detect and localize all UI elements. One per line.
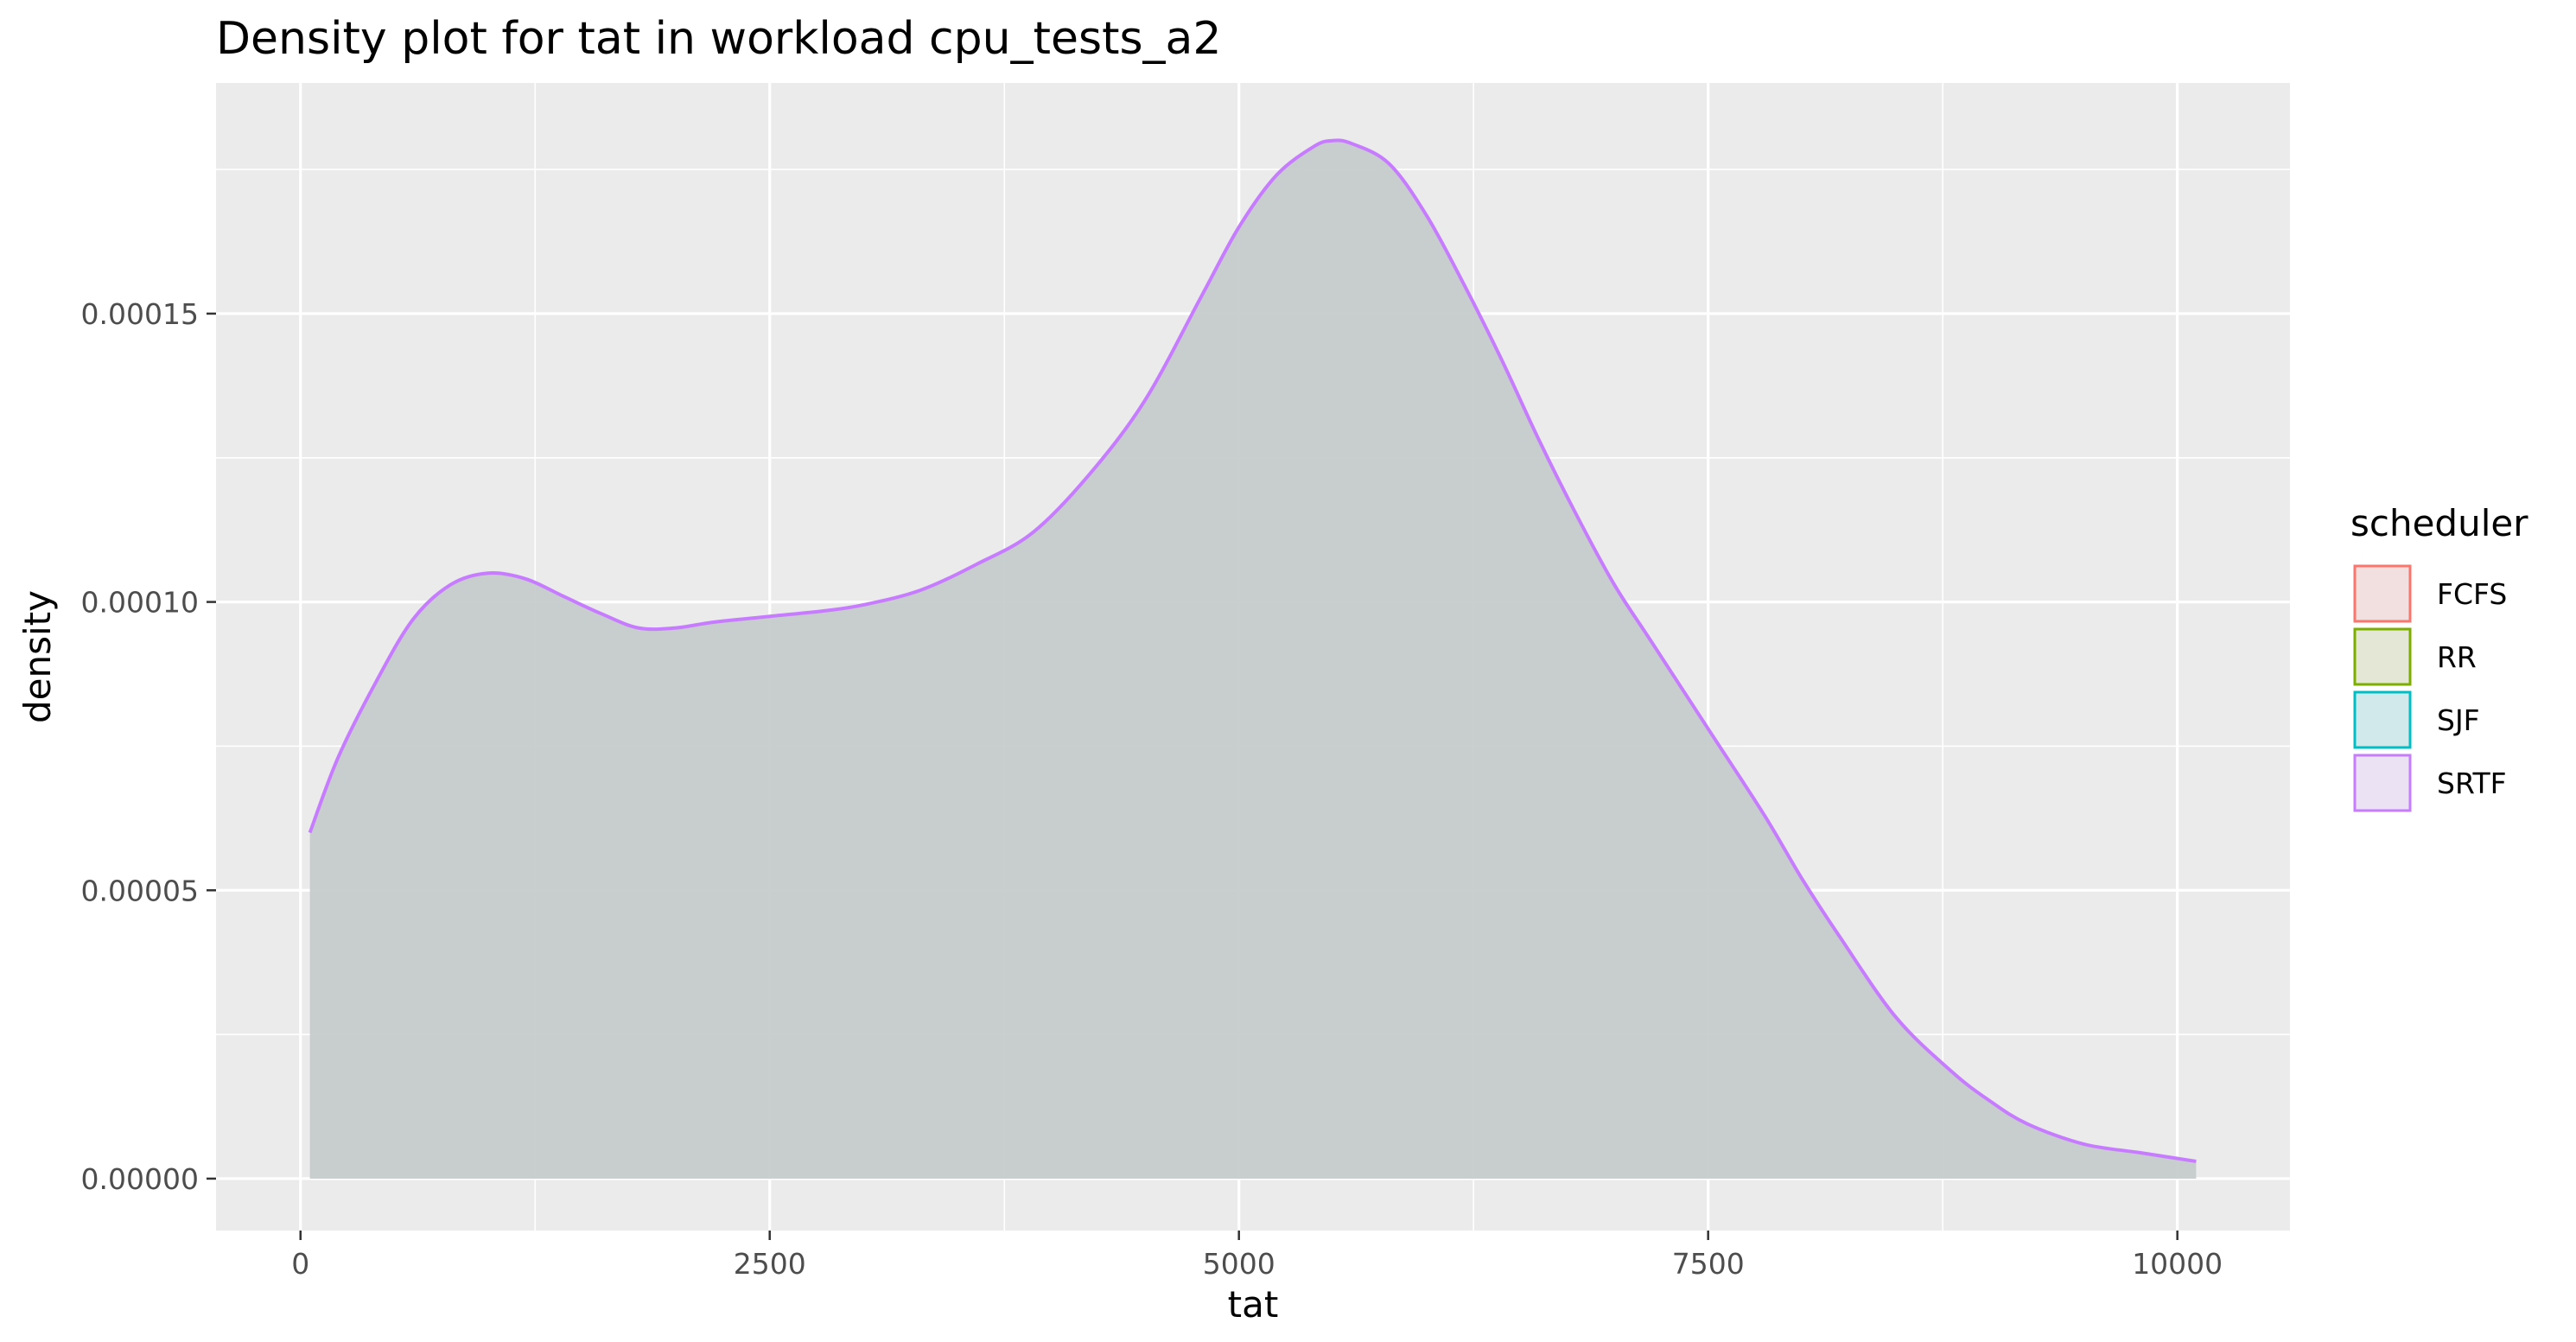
legend-key-srtf [2353,754,2412,812]
y-axis: 0.00000 0.00005 0.00010 0.00015 [81,297,216,1196]
x-axis-title: tat [1228,1283,1279,1326]
chart-title: Density plot for tat in workload cpu_tes… [216,13,1222,65]
density-line-srtf [308,138,2197,1163]
x-axis: 0 2500 5000 7500 10000 [291,1231,2223,1281]
legend-key-sjf [2353,690,2412,749]
y-axis-title: density [16,590,59,723]
legend-label-rr: RR [2437,640,2477,674]
legend: scheduler FCFS RR SJF SRTF [2350,502,2528,812]
x-tick-label: 2500 [734,1247,806,1281]
x-tick-label: 7500 [1672,1247,1745,1281]
x-tick-label: 5000 [1203,1247,1275,1281]
y-tick-label: 0.00005 [81,874,199,907]
x-tick-label: 0 [291,1247,309,1281]
legend-label-fcfs: FCFS [2437,577,2507,611]
legend-label-srtf: SRTF [2437,766,2507,800]
density-area-srtf [309,140,2197,1179]
legend-label-sjf: SJF [2437,703,2480,737]
legend-key-rr [2353,627,2412,686]
legend-key-fcfs [2353,564,2412,623]
y-tick-label: 0.00015 [81,297,199,331]
density-series-layer [308,138,2197,1179]
x-tick-label: 10000 [2132,1247,2223,1281]
y-tick-label: 0.00000 [81,1162,199,1196]
y-tick-label: 0.00010 [81,586,199,620]
legend-title: scheduler [2350,502,2528,544]
